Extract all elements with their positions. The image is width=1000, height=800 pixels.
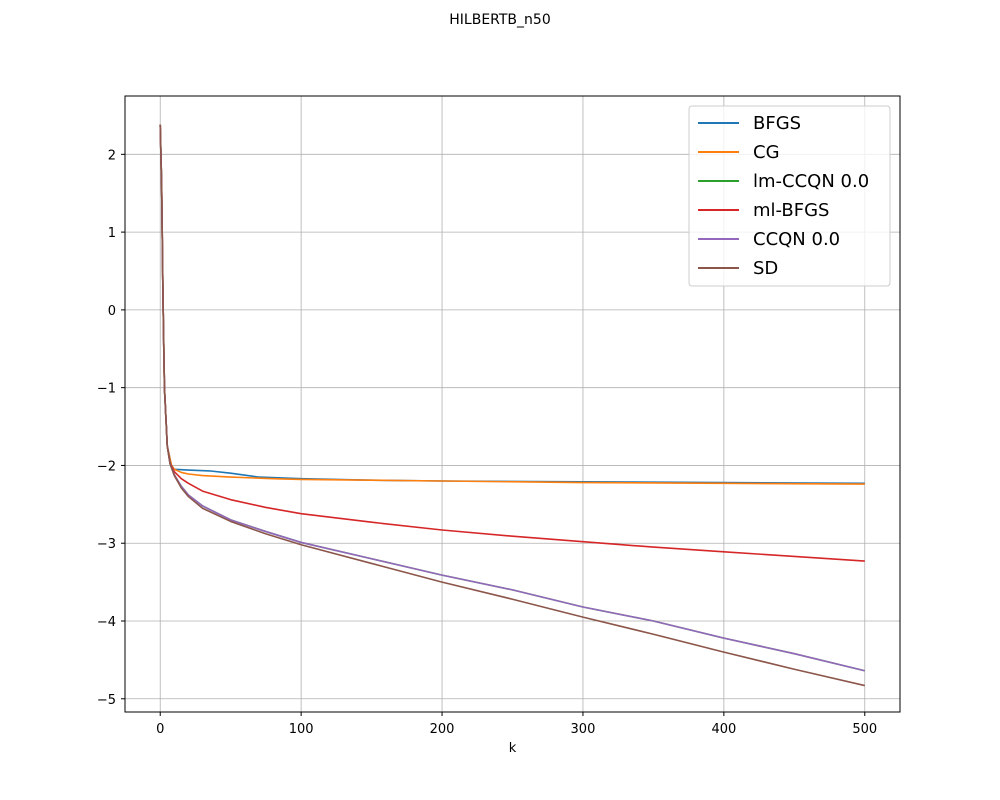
x-tick-label: 300 (571, 722, 596, 737)
plot-frame (124, 95, 901, 713)
y-tick-label: 2 (108, 148, 116, 163)
y-tick-label: −1 (97, 382, 116, 397)
series-layer (159, 124, 865, 687)
legend-label-bfgs: BFGS (753, 113, 801, 134)
legend-label-ml-bfgs: ml-BFGS (753, 200, 829, 221)
legend-label-lm-ccqn-0-0: lm-CCQN 0.0 (753, 171, 869, 192)
x-tick-label: 400 (711, 722, 736, 737)
series-line-sd (159, 124, 865, 687)
chart-title: HILBERTB_n50 (449, 12, 551, 28)
legend-label-sd: SD (753, 258, 778, 279)
y-tick-label: −4 (97, 615, 116, 630)
x-tick-label: 200 (430, 722, 455, 737)
y-tick-label: 0 (108, 304, 116, 319)
y-tick-label: −5 (97, 693, 116, 708)
legend: BFGS CG lm-CCQN 0.0 ml-BFGS CCQN 0.0 SD (688, 105, 891, 287)
x-tick-label: 100 (289, 722, 314, 737)
legend-label-ccqn-0-0: CCQN 0.0 (753, 229, 840, 250)
y-tick-label: −3 (97, 537, 116, 552)
legend-box (688, 105, 891, 287)
x-tick-label: 500 (852, 722, 877, 737)
ticks-layer: 0 100 200 300 400 500 −5 −4 −3 −2 −1 0 1 2 (97, 148, 877, 737)
grid-layer (125, 96, 900, 712)
x-tick-label: 0 (156, 722, 164, 737)
x-axis-label: k (509, 741, 517, 756)
legend-label-cg: CG (753, 142, 780, 163)
y-tick-label: −2 (97, 459, 116, 474)
y-tick-label: 1 (108, 226, 116, 241)
